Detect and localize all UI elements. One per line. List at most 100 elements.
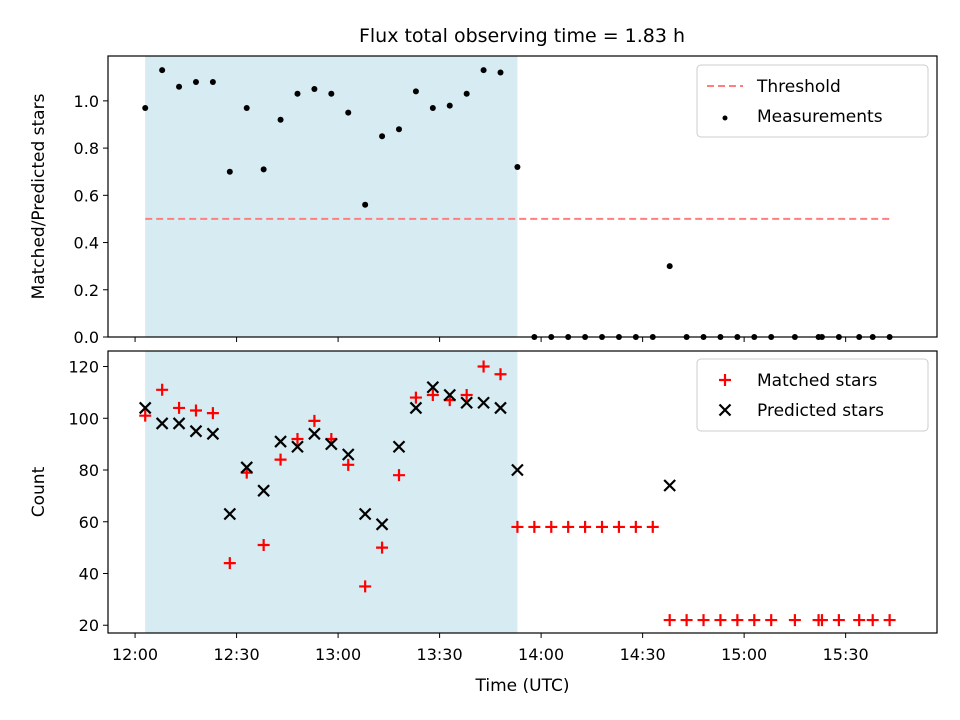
matched-star-marker — [832, 614, 845, 627]
matched-star-marker — [663, 614, 676, 627]
bottom-ytick-label: 80 — [79, 461, 99, 480]
matched-star-marker — [815, 614, 828, 627]
top-ytick-label: 0.4 — [74, 234, 99, 253]
top-highlight-span — [145, 56, 518, 337]
bottom-xtick-label: 14:30 — [620, 645, 666, 664]
measurement-point — [176, 83, 183, 90]
predicted-star-marker — [358, 507, 372, 521]
bottom-ytick-label: 60 — [79, 513, 99, 532]
measurement-point — [159, 67, 166, 74]
measurement-point — [192, 78, 199, 85]
matched-star-marker — [646, 520, 659, 533]
measurement-point — [497, 69, 504, 76]
matched-star-marker — [173, 401, 186, 414]
x-axis-label: Time (UTC) — [475, 676, 570, 696]
matched-star-marker — [714, 614, 727, 627]
matched-star-marker — [189, 404, 202, 417]
matched-star-marker — [697, 614, 710, 627]
predicted-star-marker — [206, 427, 220, 441]
matched-star-marker — [562, 520, 575, 533]
top-ytick-label: 1.0 — [74, 92, 99, 111]
matched-star-marker — [866, 614, 879, 627]
chart-title: Flux total observing time = 1.83 h — [359, 25, 685, 47]
predicted-star-marker — [240, 461, 254, 474]
measurement-point — [243, 104, 250, 111]
measurement-point — [362, 201, 369, 208]
bottom-xtick-label: 13:30 — [417, 645, 463, 664]
matched-star-marker — [765, 614, 778, 627]
predicted-star-marker — [426, 380, 440, 394]
matched-star-marker — [308, 414, 321, 427]
bottom-ytick-label: 40 — [79, 564, 99, 583]
measurement-point — [395, 126, 402, 133]
matched-star-marker — [680, 614, 693, 627]
matched-star-marker — [494, 368, 507, 381]
measurement-point — [480, 67, 487, 74]
matched-star-marker — [731, 614, 744, 627]
top-ytick-label: 0.2 — [74, 281, 99, 300]
predicted-star-marker — [392, 440, 406, 454]
predicted-star-marker — [511, 463, 524, 477]
predicted-star-marker — [155, 417, 169, 430]
measurement-point — [379, 133, 386, 140]
bottom-xtick-label: 14:00 — [518, 645, 564, 664]
bottom-axes-frame — [107, 350, 938, 634]
bottom-legend-label: Matched stars — [757, 371, 877, 391]
bottom-xtick-label: 13:00 — [315, 645, 361, 664]
bottom-ytick-label: 100 — [68, 409, 99, 428]
measurement-point — [345, 109, 352, 116]
top-ytick-label: 0.6 — [74, 186, 99, 205]
measurement-point — [226, 168, 233, 175]
matched-star-marker — [376, 541, 389, 554]
measurement-point — [260, 166, 267, 173]
bottom-ylabel: Count — [29, 466, 49, 517]
predicted-star-marker — [341, 448, 355, 461]
bottom-xtick-label: 15:00 — [721, 645, 767, 664]
predicted-stars-legend-icon — [718, 403, 732, 417]
count-panel: 20 40 60 80 100 120 12:00 12:30 13:00 13:30 14:00 1… — [29, 350, 938, 696]
bottom-legend-label: Predicted stars — [757, 401, 884, 421]
measurement-point — [328, 90, 335, 97]
matched-star-marker — [579, 520, 592, 533]
matched-star-marker — [528, 520, 541, 533]
top-legend-box — [696, 64, 929, 138]
top-legend-label: Measurements — [757, 107, 883, 127]
bottom-legend-box — [696, 358, 929, 432]
bottom-ytick-label: 120 — [68, 358, 99, 377]
measurement-point — [277, 116, 284, 123]
matched-star-marker — [257, 539, 270, 552]
matched-star-marker — [612, 520, 625, 533]
bottom-xtick-label: 12:30 — [214, 645, 260, 664]
predicted-star-marker — [460, 396, 473, 410]
matched-star-marker — [409, 391, 422, 404]
measurement-point — [412, 88, 419, 95]
matched-stars-legend-icon — [719, 374, 731, 386]
predicted-star-marker — [443, 388, 457, 402]
predicted-star-marker — [325, 437, 338, 451]
matched-star-marker — [477, 360, 490, 373]
measurement-point — [446, 102, 453, 109]
predicted-star-marker — [274, 435, 287, 448]
measurement-point — [666, 263, 673, 270]
measurement-point — [429, 104, 436, 111]
measurement-point — [514, 163, 521, 170]
predicted-star-marker — [409, 401, 423, 415]
measurement-point — [311, 86, 318, 93]
predicted-star-marker — [223, 507, 237, 521]
matched-star-marker — [545, 520, 558, 533]
matched-star-marker — [359, 580, 372, 593]
matched-star-marker — [156, 383, 169, 396]
matched-star-marker — [223, 557, 236, 570]
predicted-star-marker — [189, 424, 203, 438]
top-ytick-label: 0.8 — [74, 139, 99, 158]
matched-star-marker — [139, 409, 152, 422]
matched-star-marker — [392, 469, 405, 482]
predicted-star-marker — [375, 518, 389, 531]
bottom-xtick-label: 12:00 — [112, 645, 158, 664]
predicted-star-marker — [477, 396, 490, 410]
matched-star-marker — [853, 614, 866, 627]
measurements-legend-icon — [722, 115, 728, 121]
measurement-point — [142, 104, 149, 111]
matched-star-marker — [274, 453, 287, 466]
